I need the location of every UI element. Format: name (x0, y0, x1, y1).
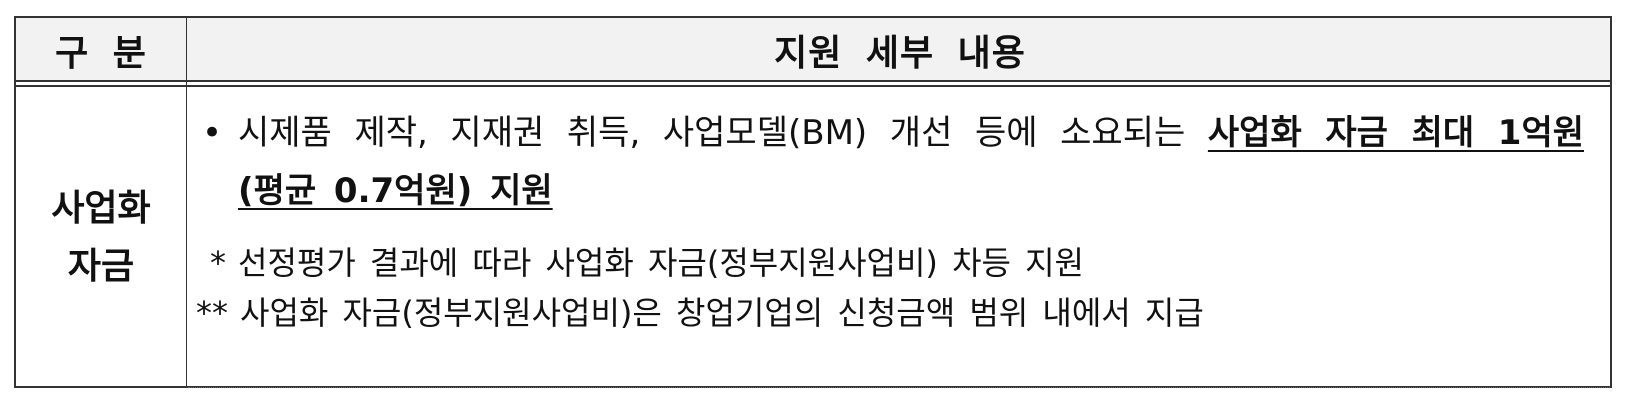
bullet-text: 시제품 제작, 지재권 취득, 사업모델(BM) 개선 등에 소요되는 (238, 113, 1186, 153)
note-item-1: * 선정평가 결과에 따라 사업화 자금(정부지원사업비) 차등 지원 (196, 238, 1584, 288)
note-1-mark: * (210, 244, 226, 282)
note-1-text: 선정평가 결과에 따라 사업화 자금(정부지원사업비) 차등 지원 (238, 244, 1085, 282)
dotted-bottom-border (188, 387, 1610, 388)
bullet-icon: • (202, 113, 223, 153)
support-table: 구 분 지원 세부 내용 사업화 자금 (14, 16, 1612, 388)
note-2-mark: ** (196, 294, 228, 332)
note-2-text: 사업화 자금(정부지원사업비)은 창업기업의 신청금액 범위 내에서 지급 (240, 294, 1204, 332)
bullet-item: • 시제품 제작, 지재권 취득, 사업모델(BM) 개선 등에 소요되는 사업… (196, 104, 1584, 220)
header-category: 구 분 (55, 33, 147, 74)
note-item-2: ** 사업화 자금(정부지원사업비)은 창업기업의 신청금액 범위 내에서 지급 (196, 288, 1584, 338)
category-cell: 사업화 자금 (16, 88, 186, 388)
table-header-row: 구 분 지원 세부 내용 (16, 18, 1610, 82)
header-details: 지원 세부 내용 (774, 33, 1026, 74)
header-divider-bottom (16, 85, 1610, 87)
column-divider (186, 18, 187, 386)
header-divider-top (16, 80, 1610, 82)
details-cell: • 시제품 제작, 지재권 취득, 사업모델(BM) 개선 등에 소요되는 사업… (196, 104, 1584, 338)
bullet-emphasis: 사업화 자금 최대 1억원 (평균 0.7억원) 지원 (238, 113, 1584, 211)
category-label-line2: 자금 (67, 246, 135, 287)
category-label-line1: 사업화 (51, 188, 151, 229)
